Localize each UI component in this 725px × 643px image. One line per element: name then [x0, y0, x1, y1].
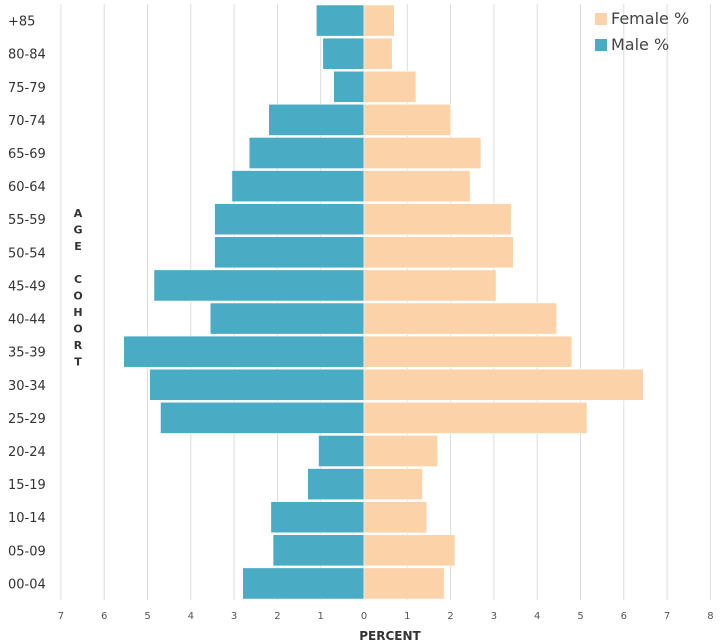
male-bar-60-64 — [231, 170, 365, 202]
female-bar-65-69 — [363, 137, 482, 169]
male-bar-+85 — [316, 4, 365, 37]
x-tick-label: 6 — [101, 611, 107, 622]
female-bar-70-74 — [363, 104, 451, 136]
female-bar-20-24 — [363, 435, 438, 467]
y-axis-label-letter: C — [74, 273, 82, 286]
female-bar-10-14 — [363, 501, 428, 534]
x-tick-label: 7 — [664, 611, 670, 622]
legend-swatch — [595, 13, 607, 25]
x-tick-label: 7 — [58, 611, 64, 622]
y-axis-label-letter: O — [73, 290, 82, 303]
x-tick-label: 5 — [144, 611, 150, 622]
y-tick-label: 50-54 — [8, 246, 46, 261]
x-tick-label: 1 — [404, 611, 410, 622]
y-axis-label-letter: H — [73, 306, 82, 319]
y-tick-label: +85 — [8, 15, 35, 30]
y-axis-label-letter: R — [74, 339, 83, 352]
female-bar-25-29 — [363, 402, 588, 434]
y-tick-label: 80-84 — [8, 48, 46, 63]
female-bar-45-49 — [363, 269, 497, 302]
x-tick-label: 3 — [231, 611, 237, 622]
female-bar-15-19 — [363, 468, 423, 500]
y-tick-label: 00-04 — [8, 577, 46, 592]
male-bar-30-34 — [149, 368, 365, 401]
female-bar-75-79 — [363, 70, 417, 103]
female-bar-60-64 — [363, 170, 471, 202]
male-bar-00-04 — [242, 567, 365, 600]
male-bar-45-49 — [153, 269, 365, 302]
male-bar-55-59 — [214, 203, 365, 236]
y-tick-label: 30-34 — [8, 379, 46, 394]
x-tick-labels: 7 6 5 4 3 2 1 0 1 2 3 4 5 6 7 8 — [58, 611, 714, 622]
y-axis-label-letter: A — [74, 207, 83, 220]
gridlines — [60, 4, 711, 600]
y-tick-label: 60-64 — [8, 180, 46, 195]
male-bar-70-74 — [268, 104, 365, 136]
legend-swatch — [595, 39, 607, 51]
female-bar-50-54 — [363, 236, 514, 269]
y-tick-label: 70-74 — [8, 114, 46, 129]
y-tick-label: 20-24 — [8, 445, 46, 460]
male-bar-25-29 — [160, 402, 365, 434]
male-bar-80-84 — [322, 37, 365, 70]
x-tick-label: 3 — [491, 611, 497, 622]
y-tick-label: 35-39 — [8, 346, 46, 361]
male-bar-05-09 — [272, 534, 365, 567]
y-tick-label: 75-79 — [8, 81, 46, 96]
y-tick-label: 45-49 — [8, 279, 46, 294]
female-bar-35-39 — [363, 335, 573, 368]
male-bar-20-24 — [318, 435, 365, 467]
y-tick-label: 65-69 — [8, 147, 46, 162]
y-axis-label-letter: G — [73, 224, 82, 237]
female-bar-00-04 — [363, 567, 445, 600]
y-tick-labels: 00-04 05-09 10-14 15-19 20-24 25-29 30-34 35-39… — [8, 15, 46, 593]
legend-label: Male % — [611, 35, 669, 54]
legend: Female % Male % — [595, 9, 689, 54]
x-tick-label: 8 — [707, 611, 713, 622]
x-tick-label: 4 — [188, 611, 194, 622]
x-tick-label: 5 — [577, 611, 583, 622]
y-tick-label: 25-29 — [8, 412, 46, 427]
female-bar-30-34 — [363, 368, 644, 401]
male-bar-15-19 — [307, 468, 365, 500]
y-tick-label: 15-19 — [8, 478, 46, 493]
female-bar-80-84 — [363, 37, 393, 70]
female-bar-05-09 — [363, 534, 456, 567]
male-bar-65-69 — [249, 137, 365, 169]
male-bar-10-14 — [270, 501, 365, 534]
y-axis-label-letter: E — [74, 240, 82, 253]
male-bar-35-39 — [123, 335, 365, 368]
bars — [123, 4, 644, 600]
x-tick-label: 2 — [274, 611, 280, 622]
x-tick-label: 0 — [361, 611, 367, 622]
y-axis-label-letter: T — [74, 356, 82, 369]
y-tick-label: 10-14 — [8, 511, 46, 526]
x-tick-label: 6 — [621, 611, 627, 622]
female-bar-+85 — [363, 4, 395, 37]
y-tick-label: 40-44 — [8, 313, 46, 328]
male-bar-75-79 — [333, 70, 365, 103]
x-tick-label: 4 — [534, 611, 540, 622]
y-tick-label: 05-09 — [8, 544, 46, 559]
y-tick-label: 55-59 — [8, 213, 46, 228]
legend-label: Female % — [611, 9, 689, 28]
male-bar-50-54 — [214, 236, 365, 269]
x-axis-label: PERCENT — [359, 629, 421, 643]
male-bar-40-44 — [210, 302, 365, 335]
x-tick-label: 2 — [447, 611, 453, 622]
female-bar-40-44 — [363, 302, 557, 335]
y-axis-label-letter: O — [73, 323, 82, 336]
female-bar-55-59 — [363, 203, 512, 236]
x-tick-label: 1 — [318, 611, 324, 622]
